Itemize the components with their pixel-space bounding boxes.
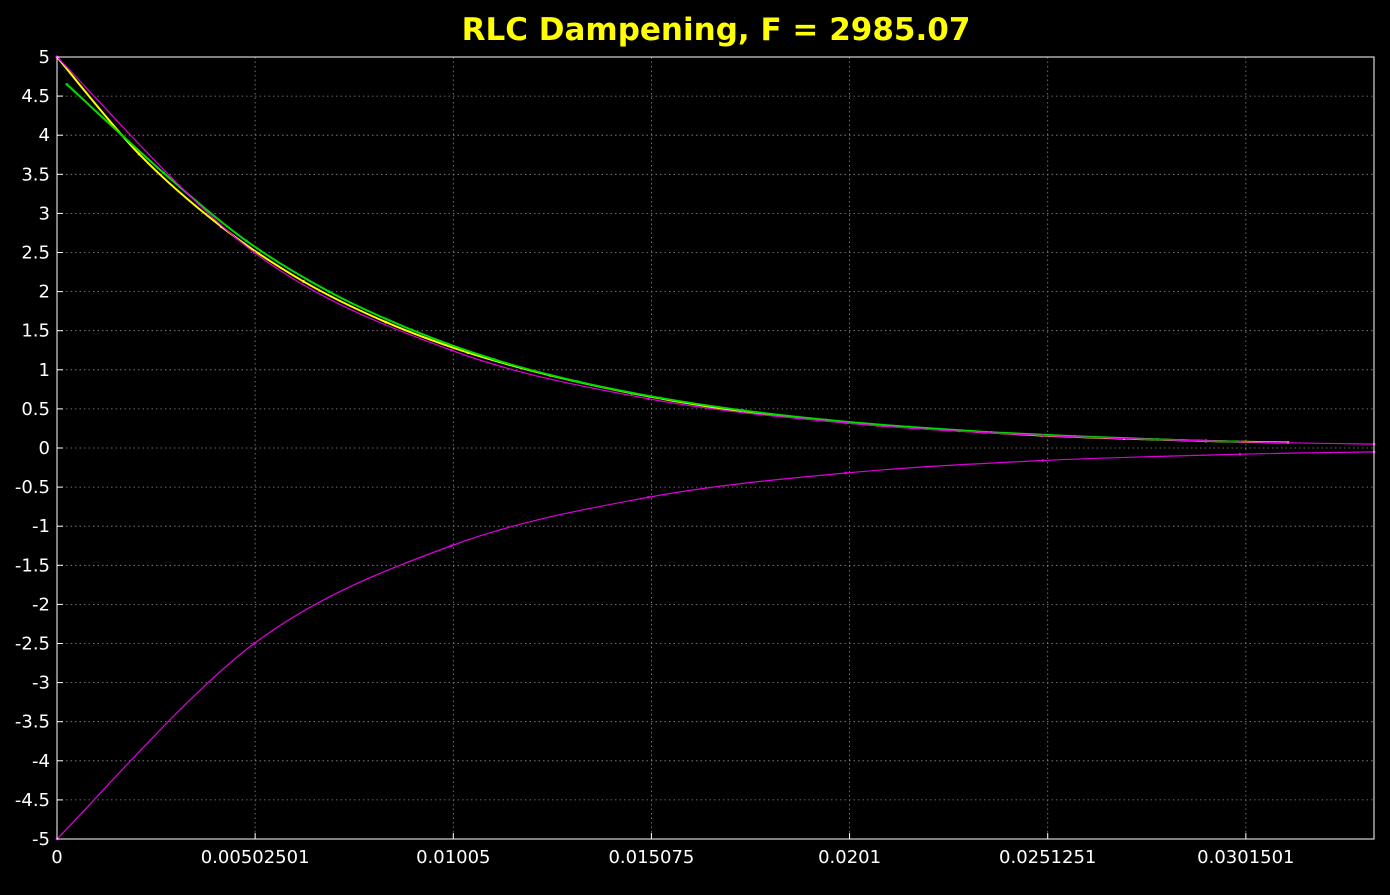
y-tick-label: 1: [39, 360, 50, 381]
data-point: [384, 320, 388, 324]
data-point: [410, 328, 414, 332]
data-point: [252, 251, 256, 254]
series-4: [55, 450, 1376, 841]
series-group: [55, 55, 1376, 841]
y-tick-label: -2.5: [15, 634, 50, 655]
y-tick-label: -3.5: [15, 712, 50, 733]
y-tick-label: 2: [39, 282, 50, 303]
y-tick-label: -4: [32, 751, 50, 772]
data-point: [302, 280, 305, 283]
y-tick-label: -3: [32, 673, 50, 694]
data-point: [252, 642, 256, 645]
y-tick-label: 0: [39, 438, 50, 459]
y-tick-label: 3.5: [21, 164, 50, 185]
y-tick-label: 5: [39, 47, 50, 68]
y-tick-label: 1.5: [21, 321, 50, 342]
y-tick-label: 3: [39, 203, 50, 224]
y-axis-ticks: 5 4.5 4 3.5 3 2.5 2 1.5 1 0.5 0 -0.5 -1 -1.5 -2 -2.5 -3 -…: [15, 47, 63, 850]
data-point: [647, 397, 650, 401]
x-tick-label: 0.0301501: [1197, 847, 1294, 868]
y-tick-label: 4.5: [21, 86, 50, 107]
y-tick-label: -1: [32, 516, 50, 537]
data-point: [65, 82, 69, 86]
x-axis-ticks: 0 0.00502501 0.01005 0.015075 0.0201 0.025125…: [51, 833, 1295, 868]
data-point: [1238, 440, 1242, 444]
data-point: [449, 544, 453, 548]
y-tick-label: -0.5: [15, 477, 50, 498]
x-tick-label: 0: [51, 847, 62, 868]
data-point: [1041, 459, 1045, 462]
data-point: [844, 471, 848, 475]
data-point: [449, 348, 453, 352]
data-point: [647, 495, 650, 499]
data-point: [844, 421, 848, 425]
data-point: [327, 290, 331, 293]
data-point: [162, 171, 165, 175]
data-point: [576, 380, 579, 383]
y-tick-label: 0.5: [21, 399, 50, 420]
y-tick-label: 4: [39, 125, 50, 146]
series-3: [55, 55, 1376, 446]
data-point: [1041, 434, 1045, 437]
data-point: [658, 396, 662, 400]
chart-title: RLC Dampening, F = 2985.07: [462, 12, 971, 48]
x-tick-label: 0.01005: [416, 847, 490, 868]
data-point: [137, 152, 141, 156]
x-tick-label: 0.00502501: [201, 847, 310, 868]
data-point: [493, 358, 497, 362]
y-tick-label: -1.5: [15, 555, 50, 576]
y-tick-label: -2: [32, 594, 50, 615]
data-point: [741, 409, 745, 412]
y-tick-label: -4.5: [15, 790, 50, 811]
x-tick-label: 0.0251251: [999, 847, 1096, 868]
x-tick-label: 0.015075: [608, 847, 694, 868]
y-tick-label: 2.5: [21, 243, 50, 264]
data-point: [244, 239, 248, 243]
x-tick-label: 0.0201: [818, 847, 881, 868]
y-tick-label: -5: [32, 829, 50, 850]
data-point: [1238, 452, 1242, 456]
